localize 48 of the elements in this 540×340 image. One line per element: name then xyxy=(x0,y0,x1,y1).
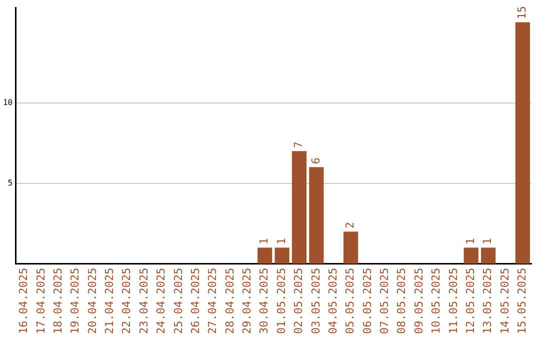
x-tick-label: 11.05.2025 xyxy=(446,268,460,334)
x-tick-label: 08.05.2025 xyxy=(395,268,408,334)
bar xyxy=(292,151,307,264)
bar xyxy=(258,248,272,264)
data-label: 1 xyxy=(481,238,494,245)
x-tick-label: 10.05.2025 xyxy=(430,268,443,334)
x-tick-label: 18.04.2025 xyxy=(51,268,64,334)
data-label: 1 xyxy=(464,238,477,245)
x-tick-label: 22.04.2025 xyxy=(120,268,134,334)
bar xyxy=(464,248,478,264)
x-tick-label: 07.05.2025 xyxy=(378,268,392,334)
x-tick-label: 17.04.2025 xyxy=(34,268,48,334)
x-tick-label: 26.04.2025 xyxy=(188,268,202,334)
data-label: 15 xyxy=(516,6,529,20)
data-label: 1 xyxy=(258,238,271,245)
x-tick-label: 13.05.2025 xyxy=(481,268,494,334)
x-tick-label: 16.04.2025 xyxy=(17,268,30,334)
data-label: 6 xyxy=(309,158,322,164)
x-tick-label: 20.04.2025 xyxy=(86,268,99,334)
x-tick-label: 28.04.2025 xyxy=(223,268,236,334)
x-tick-label: 04.05.2025 xyxy=(326,268,340,334)
bar xyxy=(274,248,290,264)
x-tick-label: 27.04.2025 xyxy=(206,268,220,334)
x-tick-label: 02.05.2025 xyxy=(292,268,306,334)
bar xyxy=(343,232,358,264)
x-tick-label: 23.04.2025 xyxy=(137,268,150,334)
x-tick-label: 05.05.2025 xyxy=(344,268,357,334)
x-tick-label: 09.05.2025 xyxy=(412,268,426,334)
y-tick-label: 5 xyxy=(8,178,13,188)
x-tick-label: 14.05.2025 xyxy=(498,268,512,334)
bar xyxy=(480,248,496,264)
bar xyxy=(515,22,530,264)
bar xyxy=(309,167,324,264)
x-tick-label: 29.04.2025 xyxy=(240,268,254,334)
x-tick-label: 12.05.2025 xyxy=(464,268,477,334)
data-label: 2 xyxy=(344,222,357,229)
x-tick-label: 03.05.2025 xyxy=(309,268,322,334)
data-label: 1 xyxy=(274,238,288,245)
x-tick-label: 25.04.2025 xyxy=(172,268,185,334)
data-label: 7 xyxy=(292,141,306,148)
x-tick-label: 24.04.2025 xyxy=(154,268,168,334)
y-tick-label: 10 xyxy=(2,98,13,107)
x-tick-label: 15.05.2025 xyxy=(516,268,529,334)
x-tick-label: 06.05.2025 xyxy=(360,268,374,334)
x-tick-label: 21.04.2025 xyxy=(103,268,116,334)
x-tick-label: 19.04.2025 xyxy=(68,268,82,334)
x-tick-label: 30.04.2025 xyxy=(258,268,271,334)
x-tick-label: 01.05.2025 xyxy=(274,268,288,334)
